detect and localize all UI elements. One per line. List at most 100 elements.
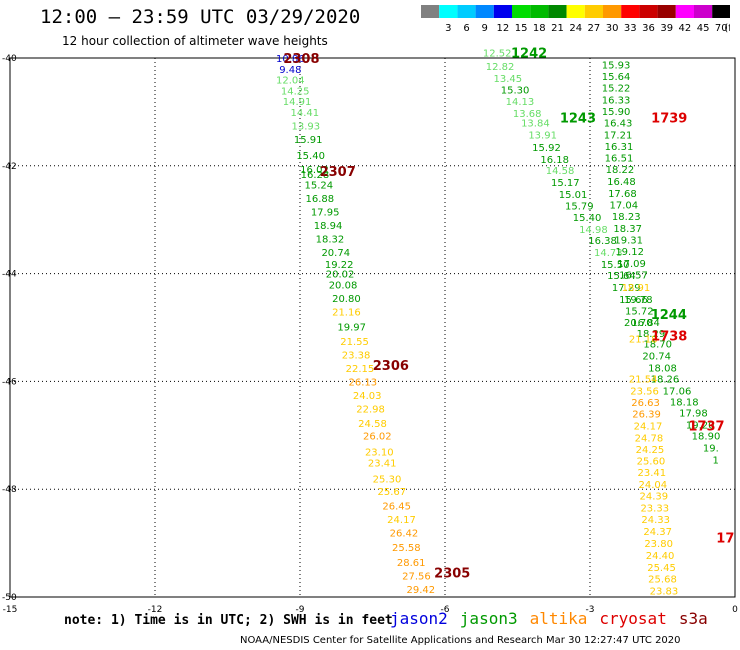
y-tick-label: -46 (2, 377, 17, 387)
swh-value-label: 24.40 (646, 551, 675, 562)
swh-value-label: 21.54 (629, 375, 658, 386)
scale-tick-label: 27 (588, 23, 601, 34)
scale-swatch (712, 5, 730, 18)
swh-value-label: 15.40 (296, 151, 325, 162)
swh-value-label: 26.63 (631, 398, 660, 409)
plot-frame (9, 57, 736, 598)
swh-value-label: 15.92 (532, 143, 561, 154)
scale-swatch (621, 5, 640, 18)
swh-value-label: 24.17 (387, 515, 416, 526)
swh-value-label: 22.98 (356, 404, 385, 415)
scale-swatch (439, 5, 458, 18)
scale-tick-label: 42 (679, 23, 692, 34)
y-tick-label: -40 (2, 54, 17, 64)
page-subtitle: 12 hour collection of altimeter wave hei… (62, 34, 328, 48)
scale-swatch (457, 5, 476, 18)
scale-tick-label: 36 (642, 23, 655, 34)
legend-item-cryosat: cryosat (599, 609, 667, 628)
swh-value-label: 20.70 (624, 318, 653, 329)
swh-value-label: 17.06 (663, 387, 692, 398)
swh-value-label: 19.12 (615, 247, 644, 258)
swh-value-label: 14.98 (579, 225, 608, 236)
swh-value-label: 17.21 (604, 131, 633, 142)
scale-tick-label: 33 (624, 23, 637, 34)
credit-line: NOAA/NESDIS Center for Satellite Applica… (240, 635, 681, 646)
swh-value-label: 18.22 (606, 165, 635, 176)
swh-value-label: 19.31 (614, 236, 643, 247)
swh-value-label: 24.03 (353, 391, 382, 402)
swh-value-label: 29.42 (407, 585, 436, 596)
swh-value-label: 16.57 (619, 271, 648, 282)
y-tick-label: -50 (2, 593, 17, 603)
swh-value-label: 19. (703, 444, 719, 455)
swh-value-label: 25.67 (378, 487, 407, 498)
x-tick-label: -6 (441, 605, 450, 615)
swh-value-label: 25.58 (392, 543, 421, 554)
swh-value-label: 15.72 (625, 306, 654, 317)
swh-value-label: 15.90 (602, 107, 631, 118)
pass-id-label: 1244 (651, 308, 687, 323)
swh-value-label: 18.23 (612, 212, 641, 223)
scale-swatch (603, 5, 622, 18)
x-tick-label: -15 (3, 605, 18, 615)
pass-id-label: 1243 (560, 111, 596, 126)
scale-tick-label: 6 (463, 23, 469, 34)
swh-value-label: 14.73 (594, 248, 623, 259)
scale-tick-label: 24 (569, 23, 582, 34)
swh-value-label: 1 (712, 456, 718, 467)
swh-value-label: 23.80 (644, 539, 673, 550)
swh-value-label: 14.41 (291, 108, 320, 119)
swh-value-label: 23.33 (640, 504, 669, 515)
swh-value-label: 12.82 (486, 62, 515, 73)
swh-value-label: 25.45 (647, 563, 676, 574)
swh-value-label: 24.33 (641, 515, 670, 526)
y-tick-label: -48 (2, 485, 17, 495)
scale-tick-label: 15 (515, 23, 528, 34)
scale-tick-label: 39 (660, 23, 673, 34)
swh-value-label: 19.97 (337, 322, 366, 333)
swh-value-label: 13.68 (513, 109, 542, 120)
swh-value-label: 18.18 (670, 397, 699, 408)
pass-id-label: 1242 (511, 47, 547, 62)
swh-value-label: 19.22 (325, 260, 354, 271)
swh-value-label: 19.20 (686, 421, 715, 432)
pass-id-label: 1737 (688, 420, 724, 435)
swh-value-label: 17.68 (608, 189, 637, 200)
y-tick-label: -42 (2, 162, 17, 172)
pass-id-label: 1738 (651, 330, 687, 345)
swh-value-label: 26.42 (390, 528, 419, 539)
scale-swatch (512, 5, 531, 18)
swh-value-label: 24.79 (651, 598, 680, 609)
swh-value-label: 18.26 (651, 375, 680, 386)
swh-value-label: 15.50 (601, 260, 630, 271)
swh-value-label: 12.04 (276, 76, 305, 87)
swh-value-label: 15.40 (573, 213, 602, 224)
swh-value-label: 15.64 (607, 271, 636, 282)
swh-value-label: 24.39 (639, 492, 668, 503)
scale-swatch (530, 5, 549, 18)
swh-value-label: 16.51 (605, 154, 634, 165)
swh-value-label: 13.93 (291, 121, 320, 132)
scale-tick-label: 30 (606, 23, 619, 34)
swh-value-label: 24.37 (643, 527, 672, 538)
scale-unit-label: (ft) (724, 23, 730, 34)
swh-value-label: 16.18 (540, 155, 569, 166)
swh-value-label: 16.84 (631, 318, 660, 329)
swh-value-label: 17.95 (311, 208, 340, 219)
swh-value-label: 14.91 (283, 97, 312, 108)
swh-value-label: 28.61 (397, 558, 426, 569)
legend-item-jason2: jason2 (390, 609, 448, 628)
swh-value-label: 23.10 (365, 447, 394, 458)
swh-value-label: 13.45 (494, 74, 523, 85)
swh-value-label: 25.60 (637, 457, 666, 468)
swh-value-label: 20.02 (326, 270, 355, 281)
swh-value-label: 24.78 (635, 433, 664, 444)
swh-value-label: 20.80 (332, 294, 361, 305)
page-title: 12:00 – 23:59 UTC 03/29/2020 (40, 6, 361, 28)
legend-item-s3a: s3a (678, 609, 708, 628)
swh-value-label: 15.64 (602, 72, 631, 83)
swh-value-label: 17.09 (617, 259, 646, 270)
